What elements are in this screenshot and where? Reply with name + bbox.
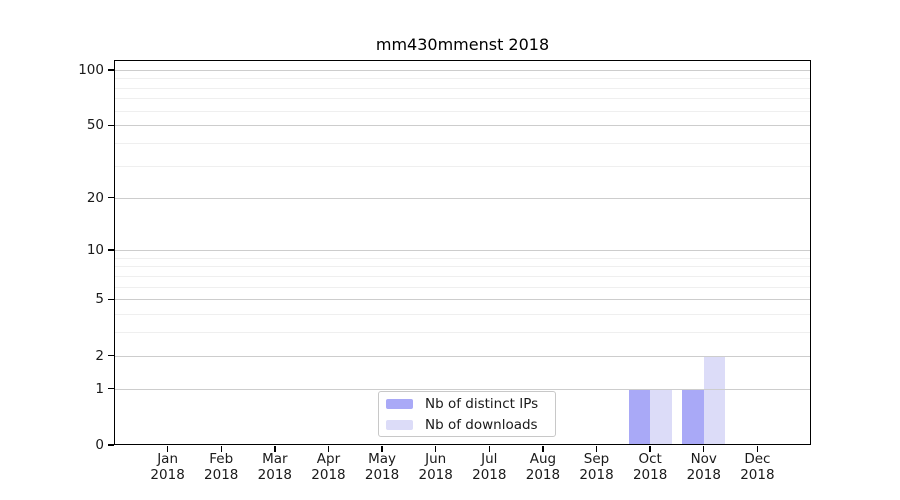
- x-tick-mark: [381, 445, 383, 452]
- x-axis-tick-label: Jan 2018: [150, 451, 185, 483]
- major-gridline: [114, 197, 811, 199]
- major-gridline: [114, 69, 811, 71]
- legend-label-downloads: Nb of downloads: [425, 416, 538, 433]
- y-tick-mark: [108, 354, 114, 357]
- x-axis-tick-label: Nov 2018: [686, 451, 721, 483]
- x-axis-tick-label: Dec 2018: [740, 451, 775, 483]
- y-axis-tick-label: 10: [86, 242, 104, 259]
- plot-area: [114, 60, 811, 445]
- x-axis-tick-label: Apr 2018: [311, 451, 346, 483]
- y-axis-tick-label: 0: [95, 437, 104, 453]
- x-tick-mark: [649, 445, 651, 452]
- minor-gridline: [114, 275, 811, 277]
- legend-item-downloads: Nb of downloads: [386, 417, 555, 433]
- minor-gridline: [114, 98, 811, 100]
- x-tick-mark: [274, 445, 276, 452]
- minor-gridline: [114, 110, 811, 112]
- major-gridline: [114, 355, 811, 357]
- legend-label-distinct-ips: Nb of distinct IPs: [425, 395, 539, 412]
- minor-gridline: [114, 143, 811, 145]
- minor-gridline: [114, 165, 811, 167]
- bar-downloads: [703, 355, 726, 445]
- x-tick-mark: [434, 445, 437, 452]
- minor-gridline: [114, 286, 811, 288]
- minor-gridline: [114, 266, 811, 268]
- x-tick-mark: [542, 445, 544, 452]
- y-axis-tick-label: 50: [86, 117, 104, 134]
- x-tick-mark: [595, 445, 598, 452]
- minor-gridline: [114, 332, 811, 334]
- chart-title: mm430mmenst 2018: [375, 35, 550, 54]
- x-tick-mark: [756, 445, 759, 452]
- x-axis-tick-label: May 2018: [364, 451, 400, 483]
- y-tick-mark: [108, 387, 114, 390]
- legend-swatch-distinct-ips-icon: [386, 398, 413, 409]
- major-gridline: [114, 250, 811, 252]
- x-axis-tick-label: Sep 2018: [579, 451, 614, 483]
- y-tick-mark: [108, 249, 114, 251]
- legend-item-distinct-ips: Nb of distinct IPs: [386, 396, 555, 412]
- y-tick-mark: [108, 124, 114, 127]
- y-tick-mark: [108, 196, 114, 199]
- minor-gridline: [114, 257, 811, 259]
- bar-distinct-ips: [628, 388, 651, 445]
- x-axis-tick-label: Aug 2018: [525, 451, 561, 483]
- bar-downloads: [650, 388, 672, 445]
- legend-swatch-downloads-icon: [386, 419, 413, 430]
- y-axis-tick-label: 100: [78, 61, 104, 78]
- x-tick-mark: [488, 445, 490, 452]
- y-tick-mark: [108, 444, 114, 446]
- y-axis-tick-label: 5: [95, 291, 104, 308]
- minor-gridline: [114, 87, 811, 89]
- x-tick-mark: [220, 445, 222, 452]
- x-axis-tick-label: Jun 2018: [418, 451, 453, 483]
- x-tick-mark: [166, 445, 169, 452]
- x-axis-tick-label: Feb 2018: [204, 451, 239, 483]
- minor-gridline: [114, 78, 811, 80]
- y-tick-mark: [108, 69, 114, 71]
- y-axis-tick-label: 1: [95, 380, 104, 397]
- x-tick-mark: [703, 445, 705, 452]
- y-tick-mark: [108, 298, 114, 301]
- major-gridline: [114, 299, 811, 301]
- x-tick-mark: [327, 445, 330, 452]
- x-axis-tick-label: Oct 2018: [632, 451, 668, 483]
- minor-gridline: [114, 314, 811, 316]
- major-gridline: [114, 388, 811, 390]
- x-axis-tick-label: Jul 2018: [472, 451, 507, 483]
- legend: Nb of distinct IPs Nb of downloads: [378, 391, 556, 437]
- x-axis-tick-label: Mar 2018: [257, 451, 293, 483]
- y-axis-tick-label: 20: [86, 189, 104, 206]
- y-axis-tick-label: 2: [95, 347, 104, 364]
- bar-distinct-ips: [682, 388, 704, 445]
- major-gridline: [114, 125, 811, 127]
